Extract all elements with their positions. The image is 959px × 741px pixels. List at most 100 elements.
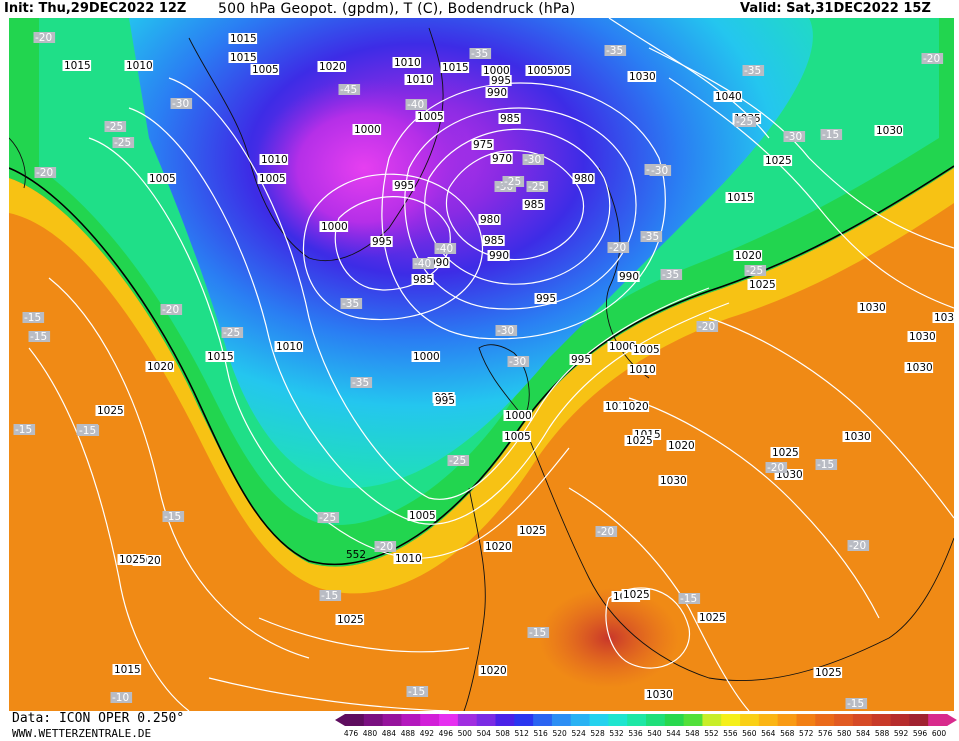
pressure-label-bg	[747, 279, 777, 290]
temperature-label: -25	[223, 327, 240, 339]
pressure-label: 1020	[480, 665, 507, 677]
pressure-label: 1030	[646, 689, 673, 701]
temperature-label-bg	[678, 593, 701, 604]
pressure-label-bg	[572, 173, 595, 184]
colorbar-swatch	[890, 714, 910, 726]
temperature-label-bg	[340, 298, 363, 309]
isobar-line	[708, 317, 954, 519]
pressure-label-bg	[257, 173, 287, 184]
temperature-label-bg	[607, 242, 630, 253]
pressure-label-bg	[317, 61, 347, 72]
pressure-label-bg	[124, 60, 154, 71]
pressure-label: 985	[484, 235, 504, 247]
pressure-label-bg	[644, 689, 674, 700]
pressure-label: 1005	[633, 344, 660, 356]
isobar-line	[628, 397, 880, 619]
pressure-label-bg	[95, 405, 125, 416]
pressure-label-bg	[517, 525, 547, 536]
temperature-label: -35	[642, 231, 659, 243]
isobar-line	[258, 617, 470, 653]
pressure-label: 1010	[276, 341, 303, 353]
pressure-label-bg	[503, 410, 533, 421]
pressure-label-bg	[478, 665, 508, 676]
colorbar-tick-label: 576	[818, 729, 833, 738]
pressure-label: 1020	[735, 250, 762, 262]
temperature-label: -15	[529, 627, 546, 639]
temperature-label-bg	[845, 698, 868, 709]
pressure-label: 995	[394, 180, 414, 192]
pressure-label-bg	[621, 589, 651, 600]
temperature-label-bg	[815, 459, 838, 470]
temperature-label: -35	[342, 298, 359, 310]
temperature-label-bg	[22, 312, 45, 323]
temperature-label-bg	[221, 327, 244, 338]
temperature-labels: -20-25-30-20-45-40-35-30-35-40-35-30-35-…	[13, 32, 944, 710]
pressure-label: 1030	[906, 362, 933, 374]
temperature-label-bg	[104, 121, 127, 132]
isobar-line	[48, 277, 310, 659]
colorbar-tick-label: 536	[628, 729, 643, 738]
pressure-label-bg	[763, 155, 793, 166]
pressure-label: 1005	[259, 173, 286, 185]
footer: Data: ICON OPER 0.250° WWW.WETTERZENTRAL…	[0, 711, 959, 741]
pressure-label-bg	[370, 236, 393, 247]
temperature-label: -35	[662, 269, 679, 281]
colorbar-tick-label: 568	[780, 729, 795, 738]
temperature-label-bg	[469, 48, 492, 59]
pressure-label-bg	[478, 214, 501, 225]
pressure-label-bg	[117, 554, 147, 565]
colorbar-swatch	[909, 714, 929, 726]
temperature-label: -20	[923, 53, 940, 65]
pressure-label-bg	[274, 341, 304, 352]
colorbar-swatch	[476, 714, 496, 726]
colorbar-tick-label: 504	[476, 729, 491, 738]
pressure-label-bg	[498, 113, 521, 124]
temperature-label: -30	[524, 154, 541, 166]
temperature-label: -15	[30, 331, 47, 343]
pressure-label: 1015	[727, 192, 754, 204]
isobar-line	[208, 677, 450, 711]
pressure-label-bg	[932, 312, 954, 323]
colorbar-tick-label: 544	[666, 729, 681, 738]
header: Init: Thu,29DEC2022 12Z 500 hPa Geopot. …	[0, 0, 959, 18]
pressure-label-bg	[666, 440, 696, 451]
colorbar-swatch	[495, 714, 515, 726]
pressure-label-bg	[627, 71, 657, 82]
temperature-label: -35	[744, 65, 761, 77]
temperature-label-bg	[742, 65, 765, 76]
colorbar-tick-label: 548	[685, 729, 700, 738]
temperature-label-bg	[34, 167, 57, 178]
pressure-label-bg	[392, 180, 415, 191]
pressure-label: 1005	[527, 65, 554, 77]
colorbar-tick-label: 512	[514, 729, 529, 738]
pressure-label: 995	[491, 75, 511, 87]
colorbar-tick-label: 476	[343, 729, 359, 738]
temperature-label-bg	[527, 627, 550, 638]
pressure-label: 1025	[699, 612, 726, 624]
pressure-label-bg	[62, 60, 92, 71]
pressure-label: 1010	[261, 154, 288, 166]
temperature-label-bg	[765, 462, 788, 473]
temperature-label-bg	[170, 98, 193, 109]
pressure-label: 1030	[844, 431, 871, 443]
pressure-label: 1025	[97, 405, 124, 417]
colorbar-swatch	[815, 714, 835, 726]
temperature-label: -30	[651, 165, 668, 177]
pressure-label-bg	[112, 664, 142, 675]
pressure-label-bg	[713, 91, 743, 102]
temperature-label-bg	[734, 116, 757, 127]
pressure-label-bg	[483, 541, 513, 552]
pressure-label: 1020	[319, 61, 346, 73]
temperature-label-bg	[412, 258, 435, 269]
pressure-label: 995	[571, 354, 591, 366]
pressure-label-bg	[490, 153, 513, 164]
colorbar-arrow-left	[335, 714, 345, 726]
colorbar-tick-label: 600	[931, 729, 947, 738]
pressure-label-bg	[407, 510, 437, 521]
pressure-label-bg	[228, 52, 258, 63]
isobar-line	[168, 77, 710, 500]
temperature-label: -40	[436, 243, 453, 255]
temperature-label: -15	[15, 424, 32, 436]
colorbar-swatch	[401, 714, 421, 726]
